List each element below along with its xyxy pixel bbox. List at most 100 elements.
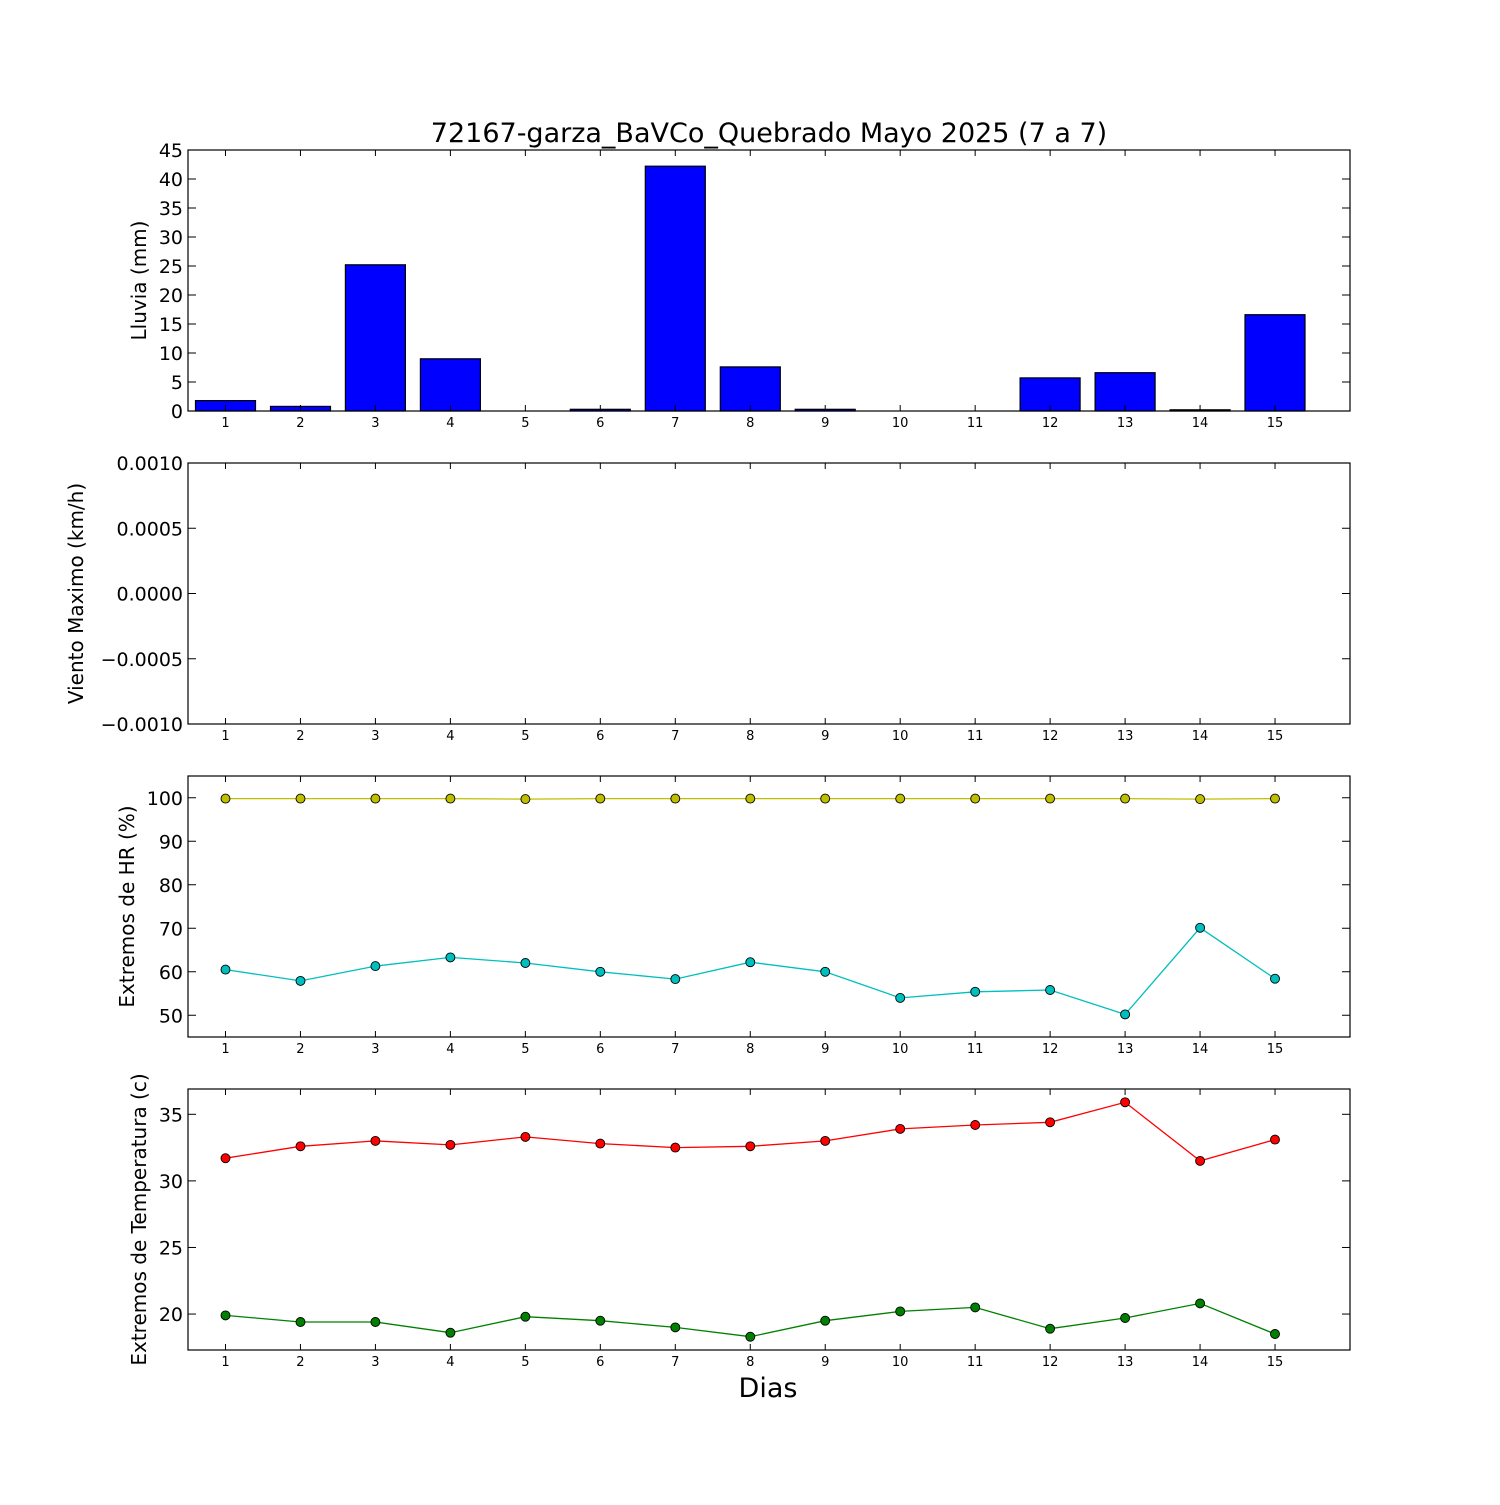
chart-panel-3: 1 2 3 4 5 6 7 8 9 10 11 12 13 14 155060708090100Extrem… (115, 775, 1351, 1057)
x-tick-label: 3 (371, 1355, 379, 1370)
y-tick-label: 0.0000 (117, 584, 183, 606)
data-point (520, 1131, 531, 1142)
data-point (745, 1331, 756, 1342)
x-tick-label: 15 (1267, 1042, 1284, 1057)
y-tick-label: 0 (171, 401, 183, 423)
data-point (445, 1139, 456, 1150)
series-line (225, 1302, 1276, 1338)
data-point (895, 1123, 906, 1134)
y-tick-label: −0.0010 (101, 714, 183, 736)
x-tick-label: 13 (1117, 1042, 1134, 1057)
plot-frame (187, 149, 1351, 412)
x-tick-label: 13 (1117, 729, 1134, 744)
x-tick-label: 3 (371, 416, 379, 431)
chart-title: 72167-garza_BaVCo_Quebrado Mayo 2025 (7 … (431, 118, 1107, 149)
data-point (220, 1153, 231, 1164)
bar (1244, 314, 1306, 412)
data-point (670, 1142, 681, 1153)
y-tick-label: 20 (159, 1304, 183, 1326)
x-tick-label: 14 (1192, 1042, 1209, 1057)
data-point (670, 974, 681, 985)
data-point (1195, 1155, 1206, 1166)
data-point (895, 793, 906, 804)
x-tick-label: 9 (821, 1042, 829, 1057)
x-tick-label: 4 (446, 1355, 454, 1370)
data-point (370, 961, 381, 972)
data-point (1270, 1134, 1280, 1145)
data-point (295, 975, 306, 986)
data-point (670, 793, 681, 804)
y-tick-label: 60 (159, 962, 183, 984)
x-tick-label: 5 (521, 1355, 529, 1370)
x-tick-label: 12 (1042, 1042, 1059, 1057)
x-tick-label: 1 (221, 1042, 229, 1057)
x-tick-label: 11 (967, 1042, 984, 1057)
y-tick-label: 15 (159, 314, 183, 336)
x-tick-label: 12 (1042, 729, 1059, 744)
x-axis-label: Dias (739, 1373, 798, 1404)
x-tick-label: 10 (892, 416, 909, 431)
y-tick-label: 25 (159, 256, 183, 278)
x-tick-label: 10 (892, 1042, 909, 1057)
data-point (445, 952, 456, 963)
x-tick-label: 13 (1117, 416, 1134, 431)
x-tick-label: 7 (671, 1355, 679, 1370)
data-point (1270, 793, 1280, 804)
x-tick-label: 15 (1267, 729, 1284, 744)
y-axis-label: Viento Maximo (km/h) (64, 483, 88, 704)
data-point (820, 1315, 831, 1326)
x-tick-label: 15 (1267, 1355, 1284, 1370)
bar (719, 366, 781, 412)
y-tick-label: 30 (159, 1171, 183, 1193)
data-point (1120, 1097, 1131, 1108)
x-tick-label: 3 (371, 1042, 379, 1057)
data-point (1120, 1009, 1131, 1020)
data-point (295, 793, 306, 804)
data-point (1045, 985, 1056, 995)
data-point (970, 986, 981, 997)
y-axis-label: Extremos de Temperatura (c) (127, 1073, 151, 1365)
series-line (225, 926, 1276, 1016)
y-tick-label: 35 (159, 198, 183, 220)
y-tick-label: 10 (159, 343, 183, 365)
x-tick-label: 8 (746, 416, 754, 431)
data-point (520, 958, 531, 968)
x-tick-label: 4 (446, 416, 454, 431)
y-tick-label: 90 (159, 831, 183, 853)
x-tick-label: 5 (521, 729, 529, 744)
x-tick-label: 6 (596, 729, 604, 744)
x-tick-label: 7 (671, 729, 679, 744)
data-point (745, 1141, 756, 1152)
data-point (445, 1327, 456, 1338)
data-point (1195, 1298, 1206, 1309)
y-tick-label: 100 (147, 788, 183, 810)
x-tick-label: 3 (371, 729, 379, 744)
x-tick-label: 8 (746, 729, 754, 744)
y-tick-label: 70 (159, 918, 183, 940)
x-tick-label: 10 (892, 729, 909, 744)
data-point (820, 966, 831, 977)
data-point (1045, 1323, 1056, 1334)
x-tick-label: 7 (671, 416, 679, 431)
y-tick-label: 40 (159, 169, 183, 191)
data-point (520, 1311, 531, 1322)
y-tick-label: 0.0005 (117, 518, 183, 540)
x-tick-label: 4 (446, 1042, 454, 1057)
data-point (1195, 922, 1206, 933)
chart-panel-1: 1 2 3 4 5 6 7 8 9 10 11 12 13 14 15051015202530354045L… (127, 140, 1351, 431)
y-tick-label: 5 (171, 372, 183, 394)
x-tick-label: 7 (671, 1042, 679, 1057)
data-point (295, 1317, 306, 1327)
x-tick-label: 14 (1192, 416, 1209, 431)
bar (644, 165, 706, 412)
x-tick-label: 6 (596, 1042, 604, 1057)
y-tick-label: 30 (159, 227, 183, 249)
y-tick-label: 35 (159, 1104, 183, 1126)
data-point (595, 966, 606, 977)
bar (419, 358, 481, 412)
data-point (220, 964, 231, 975)
x-tick-label: 8 (746, 1042, 754, 1057)
x-tick-label: 14 (1192, 1355, 1209, 1370)
